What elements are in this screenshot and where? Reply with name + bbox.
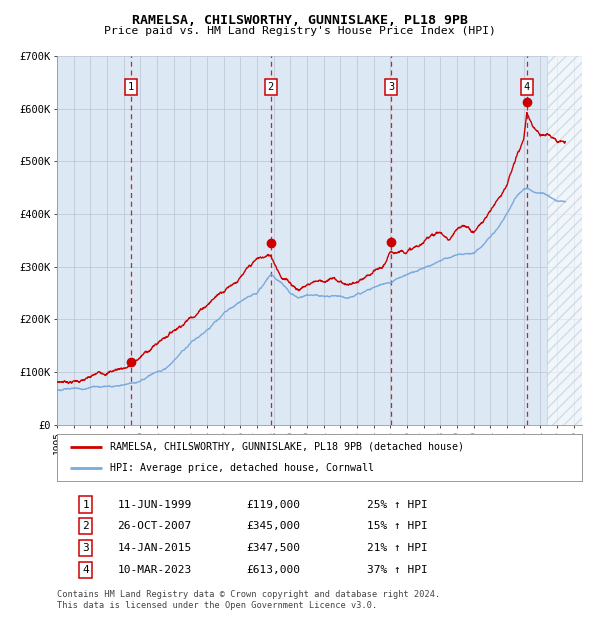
Text: HPI: Average price, detached house, Cornwall: HPI: Average price, detached house, Corn…	[110, 463, 373, 473]
Text: £347,500: £347,500	[246, 543, 300, 553]
Text: 2: 2	[83, 521, 89, 531]
Text: 2: 2	[268, 82, 274, 92]
Text: 3: 3	[388, 82, 394, 92]
Text: RAMELSA, CHILSWORTHY, GUNNISLAKE, PL18 9PB (detached house): RAMELSA, CHILSWORTHY, GUNNISLAKE, PL18 9…	[110, 441, 464, 451]
Text: 1: 1	[83, 500, 89, 510]
Text: 11-JUN-1999: 11-JUN-1999	[118, 500, 191, 510]
Text: £345,000: £345,000	[246, 521, 300, 531]
Text: 4: 4	[524, 82, 530, 92]
Text: 3: 3	[83, 543, 89, 553]
Text: 37% ↑ HPI: 37% ↑ HPI	[367, 565, 427, 575]
Text: 15% ↑ HPI: 15% ↑ HPI	[367, 521, 427, 531]
Text: Price paid vs. HM Land Registry's House Price Index (HPI): Price paid vs. HM Land Registry's House …	[104, 26, 496, 36]
Text: RAMELSA, CHILSWORTHY, GUNNISLAKE, PL18 9PB: RAMELSA, CHILSWORTHY, GUNNISLAKE, PL18 9…	[132, 14, 468, 27]
Text: Contains HM Land Registry data © Crown copyright and database right 2024.: Contains HM Land Registry data © Crown c…	[57, 590, 440, 600]
Text: £613,000: £613,000	[246, 565, 300, 575]
Text: 14-JAN-2015: 14-JAN-2015	[118, 543, 191, 553]
Text: 21% ↑ HPI: 21% ↑ HPI	[367, 543, 427, 553]
Text: 4: 4	[83, 565, 89, 575]
Text: 25% ↑ HPI: 25% ↑ HPI	[367, 500, 427, 510]
Text: This data is licensed under the Open Government Licence v3.0.: This data is licensed under the Open Gov…	[57, 601, 377, 611]
Text: 26-OCT-2007: 26-OCT-2007	[118, 521, 191, 531]
Text: £119,000: £119,000	[246, 500, 300, 510]
Text: 1: 1	[128, 82, 134, 92]
Text: 10-MAR-2023: 10-MAR-2023	[118, 565, 191, 575]
